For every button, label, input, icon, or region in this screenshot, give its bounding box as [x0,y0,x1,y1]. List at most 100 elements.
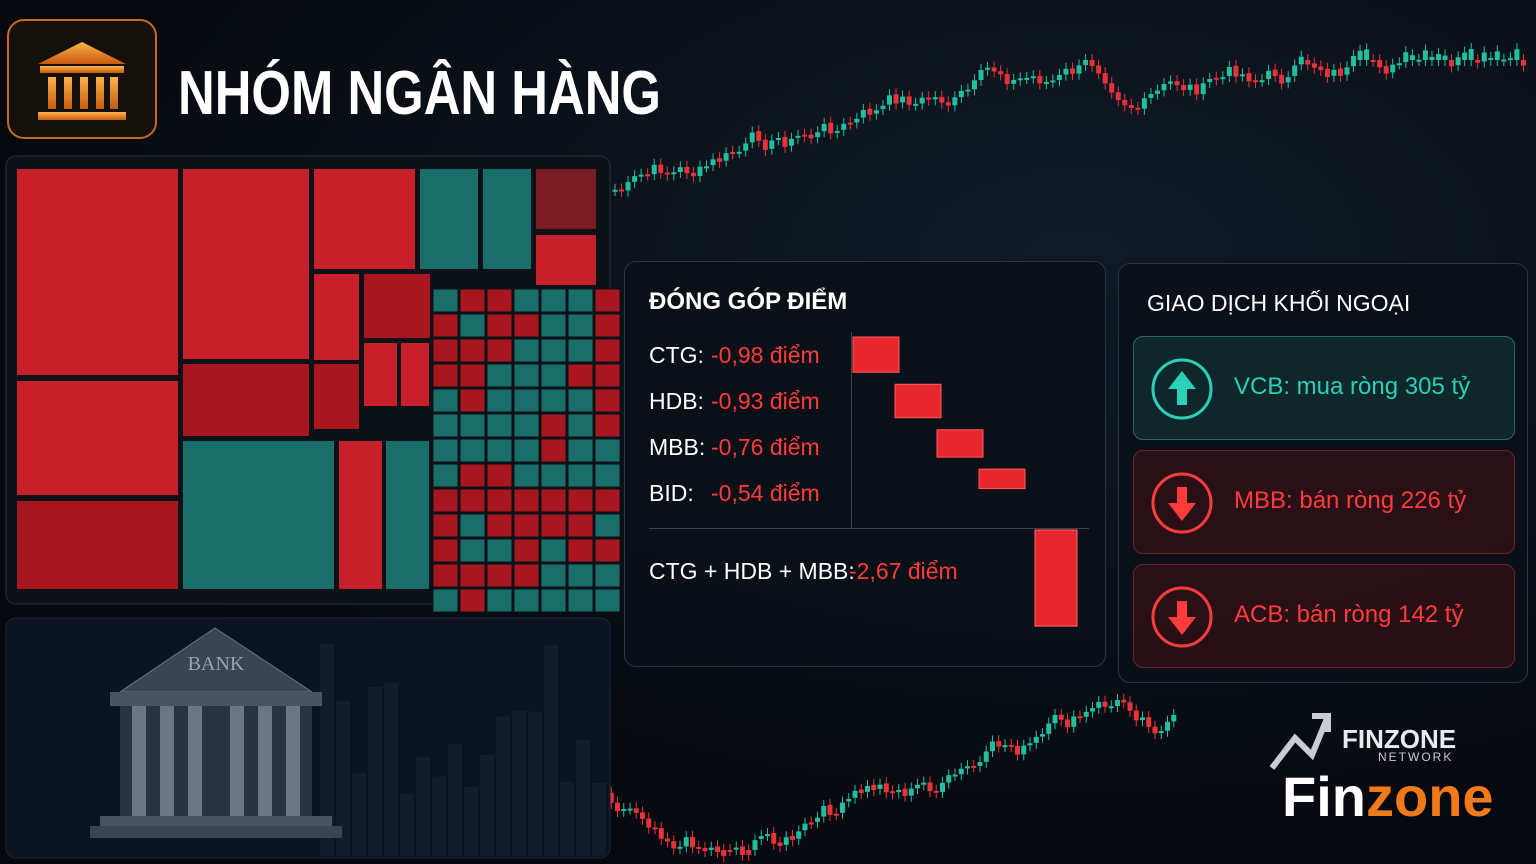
tile [486,313,513,338]
candle [1037,75,1043,84]
ticker: BID: [649,480,694,506]
tile [594,363,621,388]
tile [432,363,459,388]
candle [1200,83,1206,95]
candle [840,802,845,813]
candle [684,166,690,174]
candle [1152,726,1158,734]
candle [1140,717,1145,721]
candle [1122,99,1128,106]
candle [1171,715,1177,722]
candle [1253,80,1258,83]
candle [658,164,664,173]
tile [594,513,621,538]
candle [854,118,860,123]
candle [978,69,984,80]
candle [1121,699,1127,703]
candle [834,130,840,133]
tower [592,782,606,856]
candle [702,847,708,852]
candle [710,159,716,166]
candle [940,782,945,792]
candle [1246,73,1252,82]
tower [368,686,382,856]
divider [649,528,1089,529]
candle [646,818,652,828]
candle [1305,60,1311,65]
candle [1357,50,1363,60]
tile [594,338,621,363]
candle [651,164,657,175]
candle [985,67,991,70]
candle [1436,54,1441,60]
candle [827,804,833,815]
tile [540,313,567,338]
tile [15,167,180,377]
tile [432,463,459,488]
tile [15,379,180,497]
candle [1021,745,1027,755]
candle [1239,74,1245,77]
ticker: MBB: [649,434,706,460]
tile [486,288,513,313]
tile [459,538,486,563]
arrow [1168,371,1196,405]
tile [567,463,594,488]
tower [576,739,590,856]
arrow-circle [1151,586,1213,648]
candle [1040,734,1045,737]
candle [743,143,749,151]
tile [432,513,459,538]
candle [1063,68,1069,75]
tile [540,588,567,613]
tile [534,167,598,231]
candle [802,134,808,137]
tile [567,388,594,413]
tile [567,413,594,438]
tile [459,388,486,413]
candle [777,842,783,847]
foreign-panel: GIAO DỊCH KHỐI NGOẠI VCB: mua ròng 305 t… [1118,263,1528,683]
candle [1056,74,1062,81]
candle [721,850,727,857]
candle [612,189,618,192]
title: NHÓM NGÂN HÀNG [178,59,661,128]
tile [567,488,594,513]
tile [486,588,513,613]
candle [1108,706,1114,709]
candle [946,775,952,783]
candle [1364,49,1370,60]
candle [1514,49,1520,60]
candle [860,109,866,118]
candle [758,836,764,839]
contribution-value: -0,76 điểm [711,434,820,460]
tower [448,743,462,856]
candle [671,172,677,175]
candle [638,174,644,177]
candle [913,103,919,106]
candle [1494,51,1500,60]
candle [1370,60,1376,62]
candle [665,838,670,842]
candle [965,766,970,769]
candle [690,172,696,177]
candle [1050,80,1056,83]
tower [352,773,366,856]
candle [890,791,895,794]
candle [1141,98,1147,109]
tile [540,338,567,363]
tile [459,563,486,588]
candle [1213,77,1219,80]
tile [540,438,567,463]
candle [952,774,958,777]
total-value: -2,67 điểm [849,558,958,584]
tile [567,438,594,463]
candle [1043,82,1049,85]
bank-building: BANK [90,627,342,838]
arrow [1168,601,1196,635]
candle [977,762,983,766]
candle [1390,64,1396,73]
candle [1285,77,1291,83]
candle [769,140,775,149]
